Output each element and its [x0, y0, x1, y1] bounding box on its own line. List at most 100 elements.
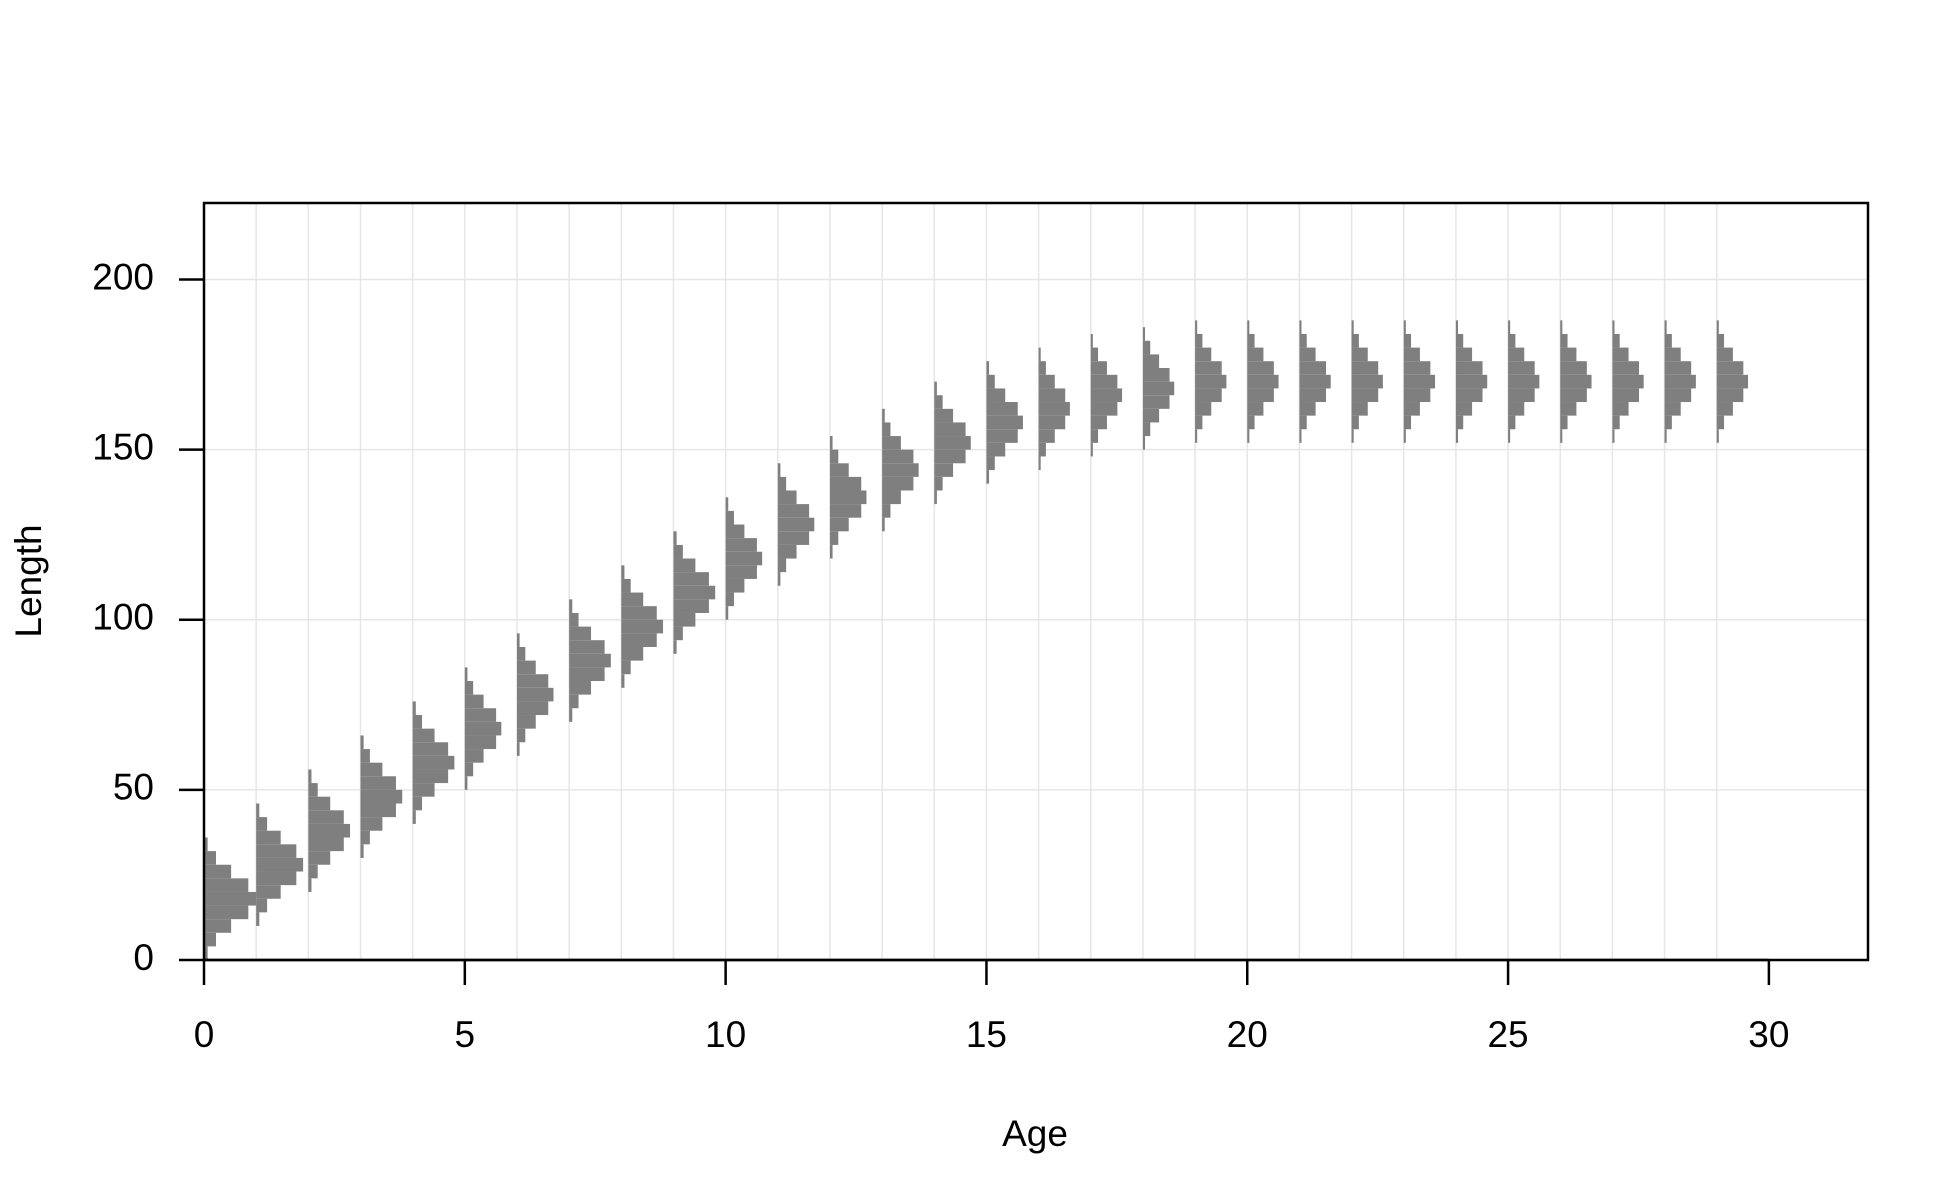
histogram-bar	[1351, 415, 1359, 430]
histogram-bar	[412, 810, 416, 824]
histogram-bar	[1403, 320, 1406, 334]
histogram-bar	[882, 463, 919, 477]
histogram-bar	[882, 449, 914, 464]
histogram-bar	[725, 578, 745, 593]
histogram-bar	[1247, 333, 1255, 348]
histogram-bar	[934, 436, 971, 450]
x-tick-label: 10	[705, 1014, 746, 1055]
histogram-bar	[1612, 347, 1629, 362]
histogram-bar	[1508, 402, 1525, 416]
histogram-bar	[1508, 361, 1535, 375]
histogram-bar	[256, 803, 260, 818]
histogram-bar	[1247, 388, 1274, 403]
histogram-bar	[1664, 361, 1692, 375]
histogram-bar	[569, 612, 579, 627]
histogram-bar	[1508, 347, 1525, 362]
histogram-bar	[1716, 320, 1719, 334]
histogram-bar	[308, 878, 312, 892]
histogram-bar	[1403, 388, 1431, 403]
histogram-bar	[360, 749, 370, 763]
histogram-bar	[204, 919, 232, 933]
histogram-bar	[1455, 333, 1464, 348]
histogram-bar	[1247, 415, 1255, 430]
histogram-bar	[1560, 415, 1568, 430]
histogram-bar	[569, 640, 605, 654]
histogram-bar	[1090, 442, 1093, 457]
y-tick-label: 50	[113, 767, 154, 808]
histogram-bar	[621, 619, 664, 634]
histogram-bar	[360, 762, 383, 777]
histogram-bar	[725, 551, 763, 566]
histogram-bar	[882, 504, 891, 518]
histogram-bar	[1403, 374, 1436, 389]
histogram-bar	[1351, 361, 1379, 375]
histogram-bar	[1508, 374, 1540, 389]
histogram-bar	[412, 728, 435, 743]
histogram-bar	[308, 823, 351, 838]
histogram-bar	[673, 558, 696, 573]
histogram-bar	[1351, 320, 1354, 334]
histogram-bar	[829, 436, 833, 450]
histogram-bar	[308, 851, 331, 865]
histogram-bar	[1299, 429, 1302, 443]
histogram-bar	[412, 796, 423, 811]
histogram-bar	[464, 681, 474, 695]
histogram-bar	[673, 626, 683, 641]
histogram-bar	[464, 708, 497, 722]
histogram-bar	[1090, 374, 1118, 389]
histogram-bar	[1142, 354, 1160, 369]
histogram-bar	[1247, 429, 1250, 443]
histogram-bar	[1351, 388, 1379, 403]
histogram-bar	[204, 851, 216, 865]
histogram-bar	[1612, 388, 1640, 403]
histogram-bar	[516, 701, 549, 716]
histogram-bar	[1090, 361, 1107, 375]
histogram-bar	[464, 721, 502, 736]
histogram-bar	[777, 531, 810, 545]
histogram-bar	[464, 762, 474, 777]
histogram-bar	[934, 422, 966, 437]
histogram-bar	[1038, 361, 1046, 375]
x-tick-label: 0	[194, 1014, 215, 1055]
histogram-bar	[986, 374, 995, 389]
histogram-bar	[516, 728, 526, 743]
histogram-bar	[1247, 402, 1264, 416]
histogram-bar	[882, 517, 885, 532]
histogram-bar	[934, 449, 966, 464]
histogram-bar	[1195, 388, 1222, 403]
histogram-bar	[1090, 402, 1118, 416]
histogram-bar	[1142, 381, 1175, 396]
histogram-bar	[1716, 333, 1725, 348]
histogram-bar	[256, 898, 268, 913]
histogram-bar	[1247, 320, 1250, 334]
histogram-bar	[1612, 429, 1615, 443]
histogram-bar	[673, 612, 696, 627]
histogram-bar	[621, 606, 657, 620]
histogram-bar	[204, 891, 257, 906]
histogram-bar	[1299, 320, 1302, 334]
histogram-bar	[1716, 402, 1733, 416]
histogram-bar	[1455, 415, 1464, 430]
histogram-bar	[1142, 395, 1170, 409]
histogram-bar	[1038, 402, 1070, 416]
histogram-bar	[1403, 361, 1431, 375]
histogram-bar	[464, 667, 468, 682]
histogram-bar	[673, 531, 677, 545]
histogram-bar	[725, 538, 757, 552]
histogram-bar	[1142, 368, 1170, 382]
histogram-bar	[1612, 361, 1640, 375]
histogram-bar	[986, 429, 1018, 443]
histogram-bar	[256, 830, 281, 845]
histogram-bar	[308, 796, 331, 811]
histogram-bar	[1195, 415, 1203, 430]
histogram-bar	[516, 674, 549, 688]
histogram-bar	[986, 361, 990, 375]
histogram-bar	[516, 646, 526, 661]
histogram-bar	[1142, 422, 1151, 437]
histogram-bar	[1508, 429, 1511, 443]
histogram-bar	[934, 408, 954, 423]
histogram-bar	[1351, 402, 1368, 416]
histogram-bar	[1403, 347, 1420, 362]
histogram-bar	[829, 463, 849, 477]
